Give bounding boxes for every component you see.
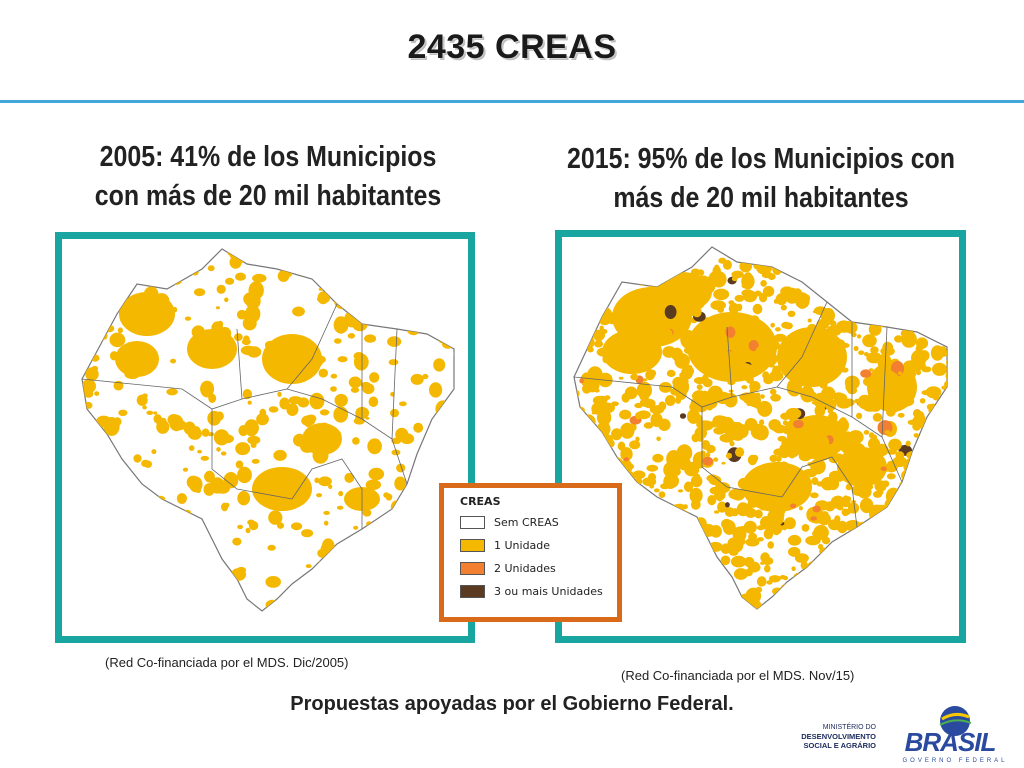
- left-heading-line2: con más de 20 mil habitantes: [94, 180, 442, 212]
- legend-swatch-orange: [460, 561, 485, 575]
- legend-item-sem-creas: Sem CREAS: [460, 515, 559, 529]
- legend-swatch-white: [460, 515, 485, 529]
- map-2015: [573, 246, 948, 610]
- legend-label: 1 Unidade: [494, 538, 551, 552]
- legend-item-2-unidades: 2 Unidades: [460, 561, 556, 575]
- caption-2015: (Red Co-financiada por el MDS. Nov/15): [621, 668, 855, 683]
- svg-text:GOVERNO FEDERAL: GOVERNO FEDERAL: [902, 758, 1007, 764]
- state-borders-2015: [573, 301, 903, 528]
- svg-text:BRASIL: BRASIL: [905, 727, 996, 757]
- ministry-line2: DESENVOLVIMENTO: [801, 732, 876, 741]
- legend-label: 2 Unidades: [494, 561, 556, 575]
- slide-title: 2435 CREAS: [407, 28, 617, 66]
- legend-label: Sem CREAS: [494, 515, 559, 529]
- legend-title: CREAS: [460, 495, 501, 508]
- legend-item-3-unidades: 3 ou mais Unidades: [460, 584, 603, 598]
- caption-2005: (Red Co-financiada por el MDS. Dic/2005): [105, 655, 349, 670]
- left-heading: 2005: 41% de los Municipios con más de 2…: [53, 138, 483, 216]
- legend-item-1-unidade: 1 Unidade: [460, 538, 550, 552]
- left-heading-line1: 2005: 41% de los Municipios: [99, 141, 437, 173]
- ministry-line3: SOCIAL E AGRÁRIO: [803, 741, 876, 750]
- state-borders-2005: [81, 303, 408, 529]
- map-2005: [81, 248, 455, 612]
- legend-label: 3 ou mais Unidades: [494, 584, 603, 598]
- right-heading-line2: más de 20 mil habitantes: [613, 182, 909, 214]
- brasil-logo: BRASIL GOVERNO FEDERAL: [902, 706, 1007, 764]
- ministry-logo: MINISTÉRIO DO DESENVOLVIMENTO SOCIAL E A…: [796, 723, 876, 750]
- map-2005-frame: [55, 232, 475, 643]
- right-heading: 2015: 95% de los Municipios con más de 2…: [543, 140, 978, 218]
- footer-text: Propuestas apoyadas por el Gobierno Fede…: [290, 693, 734, 715]
- map-legend: CREAS Sem CREAS 1 Unidade 2 Unidades 3 o…: [439, 483, 622, 622]
- right-heading-line1: 2015: 95% de los Municipios con: [566, 143, 956, 175]
- legend-swatch-brown: [460, 584, 485, 598]
- ministry-line1: MINISTÉRIO DO: [822, 724, 876, 731]
- title-divider: [0, 100, 1024, 103]
- map-2015-frame: [555, 230, 966, 643]
- legend-swatch-yellow: [460, 538, 485, 552]
